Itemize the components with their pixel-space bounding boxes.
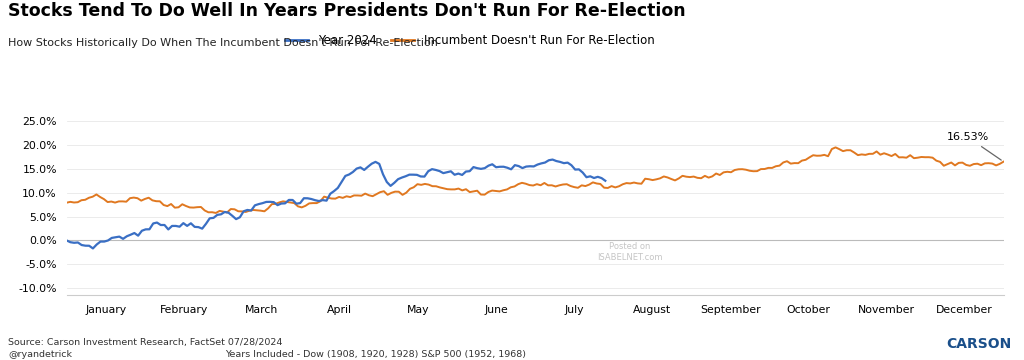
Legend: Year 2024, Incumbent Doesn't Run For Re-Election: Year 2024, Incumbent Doesn't Run For Re-… xyxy=(280,30,659,52)
Text: CARSON: CARSON xyxy=(946,337,1012,351)
Text: Years Included - Dow (1908, 1920, 1928) S&P 500 (1952, 1968): Years Included - Dow (1908, 1920, 1928) … xyxy=(225,350,526,359)
Text: @ryandetrick: @ryandetrick xyxy=(8,350,72,359)
Text: How Stocks Historically Do When The Incumbent Doesn't Run For Re-Election: How Stocks Historically Do When The Incu… xyxy=(8,38,438,48)
Text: Stocks Tend To Do Well In Years Presidents Don't Run For Re-Election: Stocks Tend To Do Well In Years Presiden… xyxy=(8,2,686,20)
Text: Posted on
ISABELNET.com: Posted on ISABELNET.com xyxy=(597,242,663,262)
Text: Source: Carson Investment Research, FactSet 07/28/2024: Source: Carson Investment Research, Fact… xyxy=(8,338,283,347)
Text: 16.53%: 16.53% xyxy=(947,132,1001,160)
